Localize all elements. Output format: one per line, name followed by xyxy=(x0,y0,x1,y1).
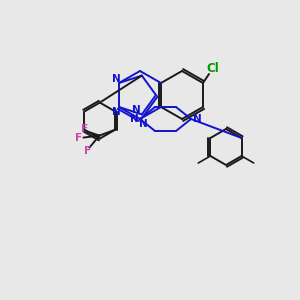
Text: F: F xyxy=(84,146,91,156)
Text: Cl: Cl xyxy=(207,61,219,74)
Text: N: N xyxy=(130,114,138,124)
Text: N: N xyxy=(193,114,201,124)
Text: N: N xyxy=(112,74,120,84)
Text: N: N xyxy=(112,107,120,117)
Text: F: F xyxy=(75,133,82,142)
Text: F: F xyxy=(81,124,88,134)
Text: N: N xyxy=(133,105,141,116)
Text: N: N xyxy=(139,119,147,129)
